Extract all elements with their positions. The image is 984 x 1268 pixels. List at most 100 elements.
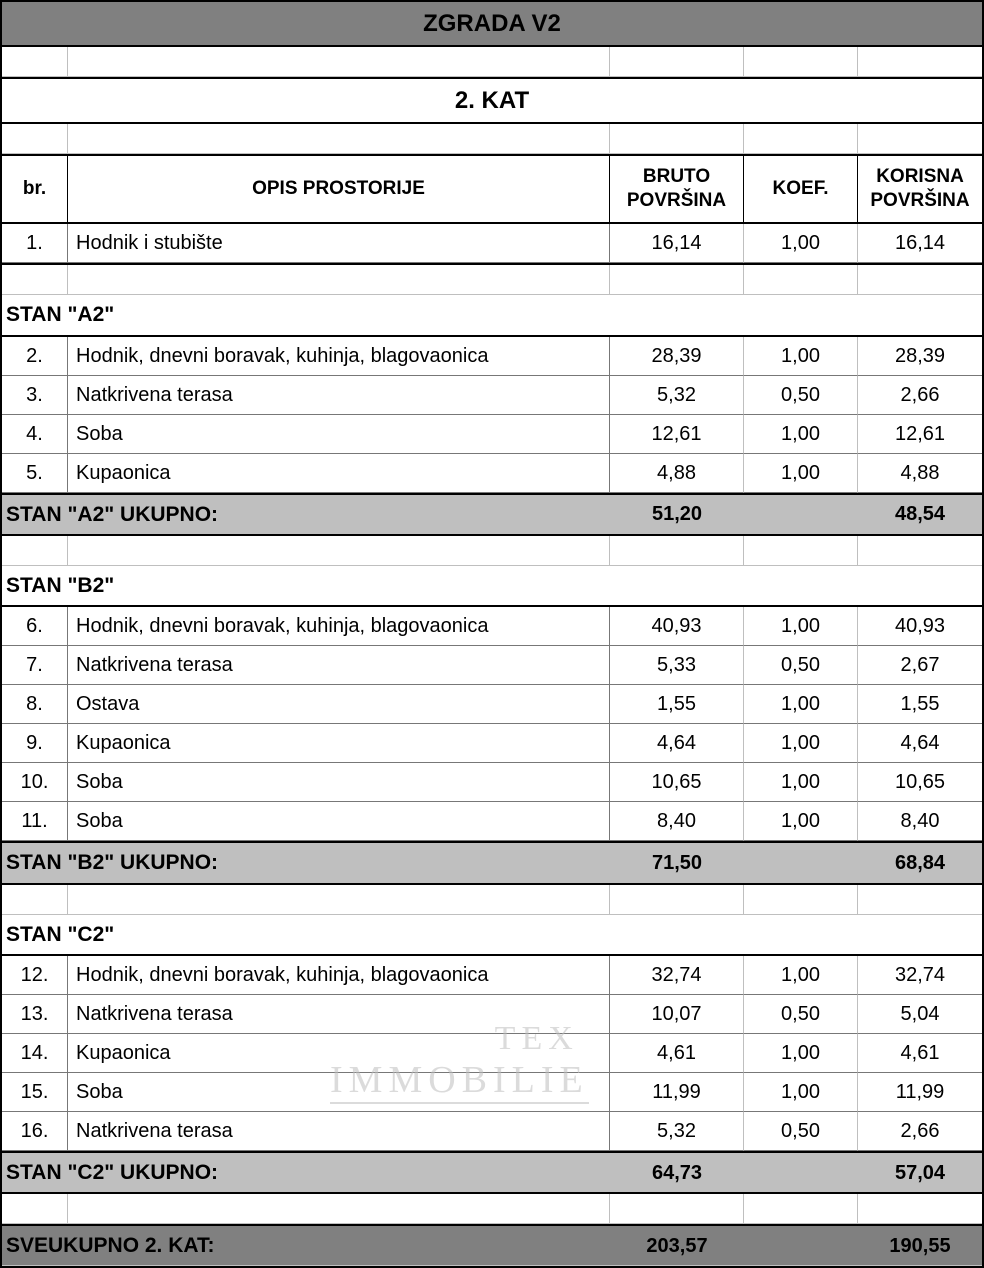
- section-total-koef: [744, 841, 858, 884]
- cell-koef: 1,00: [744, 1034, 858, 1073]
- section-total-koef: [744, 1151, 858, 1194]
- grand-bruto: 203,57: [610, 1224, 744, 1266]
- spacer-cell: [858, 536, 982, 566]
- spacer-cell: [610, 47, 744, 77]
- cell-opis: Natkrivena terasa: [68, 1112, 610, 1151]
- cell-koef: 0,50: [744, 995, 858, 1034]
- cell-opis: Natkrivena terasa: [68, 646, 610, 685]
- col-bruto: BRUTO POVRŠINA: [610, 154, 744, 224]
- table-row: 4.Soba12,611,0012,61: [2, 415, 982, 454]
- spacer-cell: [68, 47, 610, 77]
- cell-koef: 1,00: [744, 763, 858, 802]
- title-main: ZGRADA V2: [2, 2, 982, 47]
- spacer-cell: [68, 885, 610, 915]
- cell-br: 11.: [2, 802, 68, 841]
- cell-bruto: 11,99: [610, 1073, 744, 1112]
- grand-koef: [744, 1224, 858, 1266]
- cell-bruto: 16,14: [610, 224, 744, 263]
- spacer-cell: [744, 124, 858, 154]
- cell-br: 7.: [2, 646, 68, 685]
- cell-opis: Kupaonica: [68, 454, 610, 493]
- cell-opis: Hodnik, dnevni boravak, kuhinja, blagova…: [68, 607, 610, 646]
- cell-bruto: 10,65: [610, 763, 744, 802]
- table-row: 7.Natkrivena terasa5,330,502,67: [2, 646, 982, 685]
- cell-bruto: 12,61: [610, 415, 744, 454]
- cell-koef: 1,00: [744, 337, 858, 376]
- cell-koef: 0,50: [744, 1112, 858, 1151]
- col-kor: KORISNA POVRŠINA: [858, 154, 982, 224]
- section-total-row: STAN "C2" UKUPNO:64,7357,04: [2, 1151, 982, 1194]
- table-row: 16.Natkrivena terasa5,320,502,66: [2, 1112, 982, 1151]
- spacer-cell: [610, 124, 744, 154]
- cell-br: 1.: [2, 224, 68, 263]
- cell-koef: 1,00: [744, 607, 858, 646]
- cell-bruto: 4,88: [610, 454, 744, 493]
- title-sub: 2. KAT: [2, 77, 982, 124]
- cell-br: 6.: [2, 607, 68, 646]
- cell-koef: 1,00: [744, 224, 858, 263]
- cell-bruto: 32,74: [610, 956, 744, 995]
- spacer-cell: [610, 536, 744, 566]
- table-row: 6.Hodnik, dnevni boravak, kuhinja, blago…: [2, 607, 982, 646]
- spacer-cell: [858, 47, 982, 77]
- cell-bruto: 5,32: [610, 1112, 744, 1151]
- spacer-cell: [68, 265, 610, 295]
- cell-kor: 16,14: [858, 224, 982, 263]
- cell-bruto: 8,40: [610, 802, 744, 841]
- grand-label: SVEUKUPNO 2. KAT:: [2, 1224, 610, 1266]
- spacer-cell: [2, 47, 68, 77]
- table-row: 14.Kupaonica4,611,004,61: [2, 1034, 982, 1073]
- table-row: 1. Hodnik i stubište 16,14 1,00 16,14: [2, 224, 982, 265]
- section-total-row: STAN "A2" UKUPNO:51,2048,54: [2, 493, 982, 536]
- spacer-cell: [610, 885, 744, 915]
- cell-koef: 1,00: [744, 802, 858, 841]
- section-total-label: STAN "B2" UKUPNO:: [2, 841, 610, 884]
- section-total-kor: 57,04: [858, 1151, 982, 1194]
- cell-br: 5.: [2, 454, 68, 493]
- cell-bruto: 5,33: [610, 646, 744, 685]
- cell-bruto: 5,32: [610, 376, 744, 415]
- table-row: 5.Kupaonica4,881,004,88: [2, 454, 982, 493]
- section-total-bruto: 71,50: [610, 841, 744, 884]
- cell-opis: Kupaonica: [68, 1034, 610, 1073]
- cell-br: 16.: [2, 1112, 68, 1151]
- spacer-cell: [744, 265, 858, 295]
- col-koef: KOEF.: [744, 154, 858, 224]
- cell-opis: Soba: [68, 1073, 610, 1112]
- column-header-row: br. OPIS PROSTORIJE BRUTO POVRŠINA KOEF.…: [2, 154, 982, 224]
- cell-br: 10.: [2, 763, 68, 802]
- cell-br: 12.: [2, 956, 68, 995]
- cell-kor: 2,66: [858, 1112, 982, 1151]
- cell-opis: Natkrivena terasa: [68, 995, 610, 1034]
- cell-kor: 4,88: [858, 454, 982, 493]
- cell-br: 4.: [2, 415, 68, 454]
- spacer-cell: [610, 1194, 744, 1224]
- cell-kor: 2,66: [858, 376, 982, 415]
- table-row: 10.Soba10,651,0010,65: [2, 763, 982, 802]
- table-row: 2.Hodnik, dnevni boravak, kuhinja, blago…: [2, 337, 982, 376]
- spacer-cell: [2, 885, 68, 915]
- cell-opis: Soba: [68, 763, 610, 802]
- table-row: 15.Soba11,991,0011,99: [2, 1073, 982, 1112]
- cell-koef: 1,00: [744, 685, 858, 724]
- table-row: 13.Natkrivena terasa10,070,505,04: [2, 995, 982, 1034]
- cell-bruto: 4,61: [610, 1034, 744, 1073]
- cell-br: 8.: [2, 685, 68, 724]
- cell-kor: 40,93: [858, 607, 982, 646]
- spreadsheet-table: ZGRADA V2 2. KAT br. OPIS PROSTORIJE BRU…: [0, 0, 984, 1268]
- table-row: 12.Hodnik, dnevni boravak, kuhinja, blag…: [2, 956, 982, 995]
- spacer-cell: [858, 265, 982, 295]
- cell-opis: Ostava: [68, 685, 610, 724]
- cell-br: 15.: [2, 1073, 68, 1112]
- spacer-cell: [2, 536, 68, 566]
- table-row: 9.Kupaonica4,641,004,64: [2, 724, 982, 763]
- cell-bruto: 40,93: [610, 607, 744, 646]
- cell-koef: 1,00: [744, 724, 858, 763]
- section-total-label: STAN "A2" UKUPNO:: [2, 493, 610, 536]
- cell-bruto: 28,39: [610, 337, 744, 376]
- cell-kor: 11,99: [858, 1073, 982, 1112]
- cell-br: 3.: [2, 376, 68, 415]
- spacer-cell: [744, 536, 858, 566]
- cell-bruto: 4,64: [610, 724, 744, 763]
- section-title: STAN "B2": [2, 566, 982, 605]
